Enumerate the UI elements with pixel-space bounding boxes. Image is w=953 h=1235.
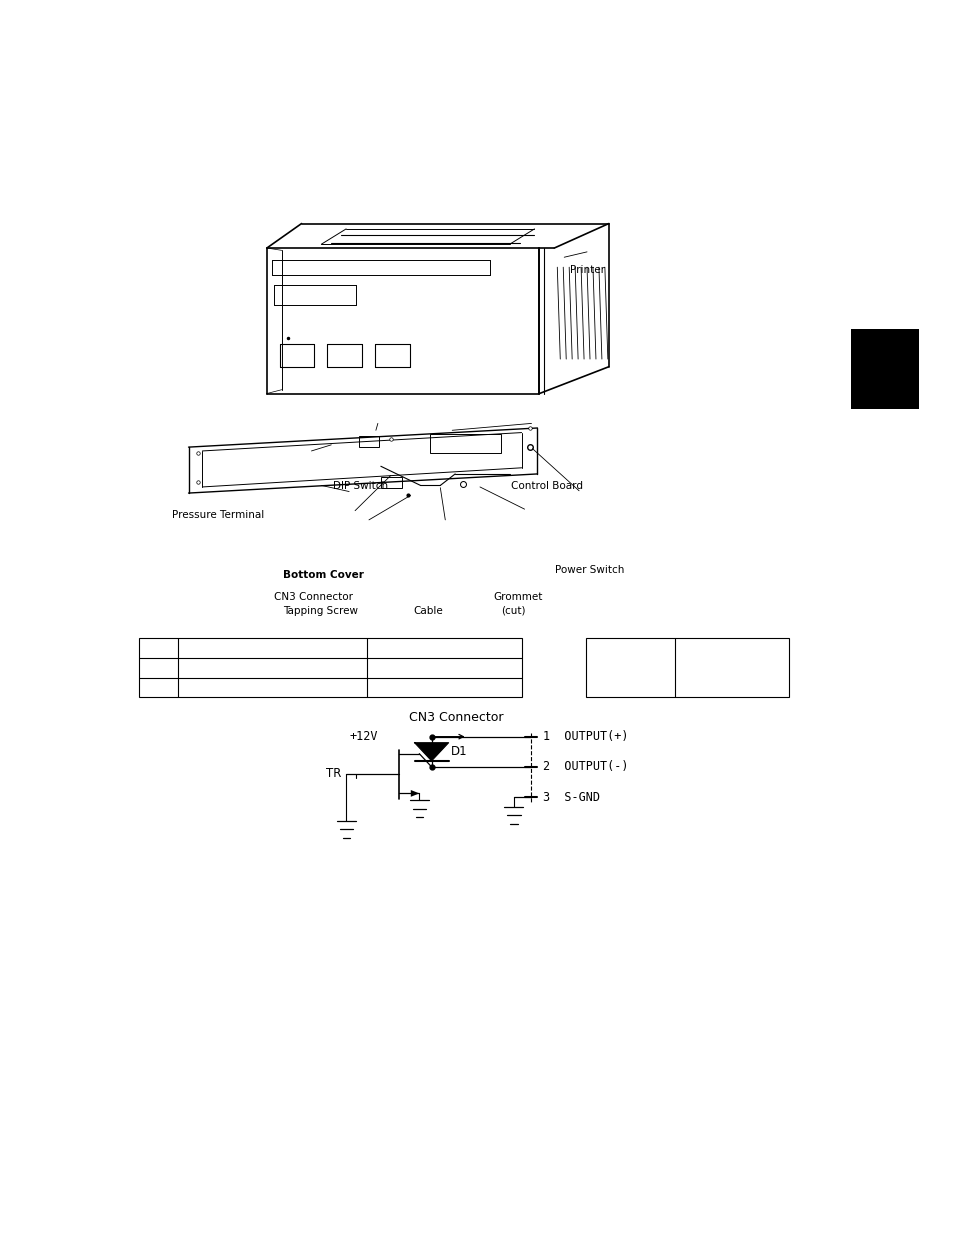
Polygon shape <box>415 742 448 761</box>
Bar <box>430 435 501 453</box>
Bar <box>850 329 918 410</box>
Text: Power Switch: Power Switch <box>555 566 624 576</box>
Text: DIP Switch: DIP Switch <box>333 482 388 492</box>
Text: 2  OUTPUT(-): 2 OUTPUT(-) <box>542 761 628 773</box>
Text: 1  OUTPUT(+): 1 OUTPUT(+) <box>542 730 628 743</box>
Text: (cut): (cut) <box>500 606 524 616</box>
Text: Cable: Cable <box>414 606 443 616</box>
Text: TR: TR <box>326 767 341 781</box>
Text: Control Board: Control Board <box>511 482 582 492</box>
Text: D1: D1 <box>450 745 467 758</box>
Bar <box>380 477 401 488</box>
Text: CN3 Connector: CN3 Connector <box>274 592 353 601</box>
Text: CN3 Connector: CN3 Connector <box>409 711 503 724</box>
Text: 3  S-GND: 3 S-GND <box>542 790 599 804</box>
Polygon shape <box>411 790 419 797</box>
Text: Tapping Screw: Tapping Screw <box>283 606 357 616</box>
Bar <box>358 436 378 447</box>
Bar <box>139 638 522 697</box>
Text: Pressure Terminal: Pressure Terminal <box>172 510 265 520</box>
Text: +12V: +12V <box>349 730 377 743</box>
Text: Bottom Cover: Bottom Cover <box>283 569 364 580</box>
Text: Grommet: Grommet <box>493 592 542 601</box>
Text: Printer: Printer <box>569 266 604 275</box>
Bar <box>585 638 788 697</box>
